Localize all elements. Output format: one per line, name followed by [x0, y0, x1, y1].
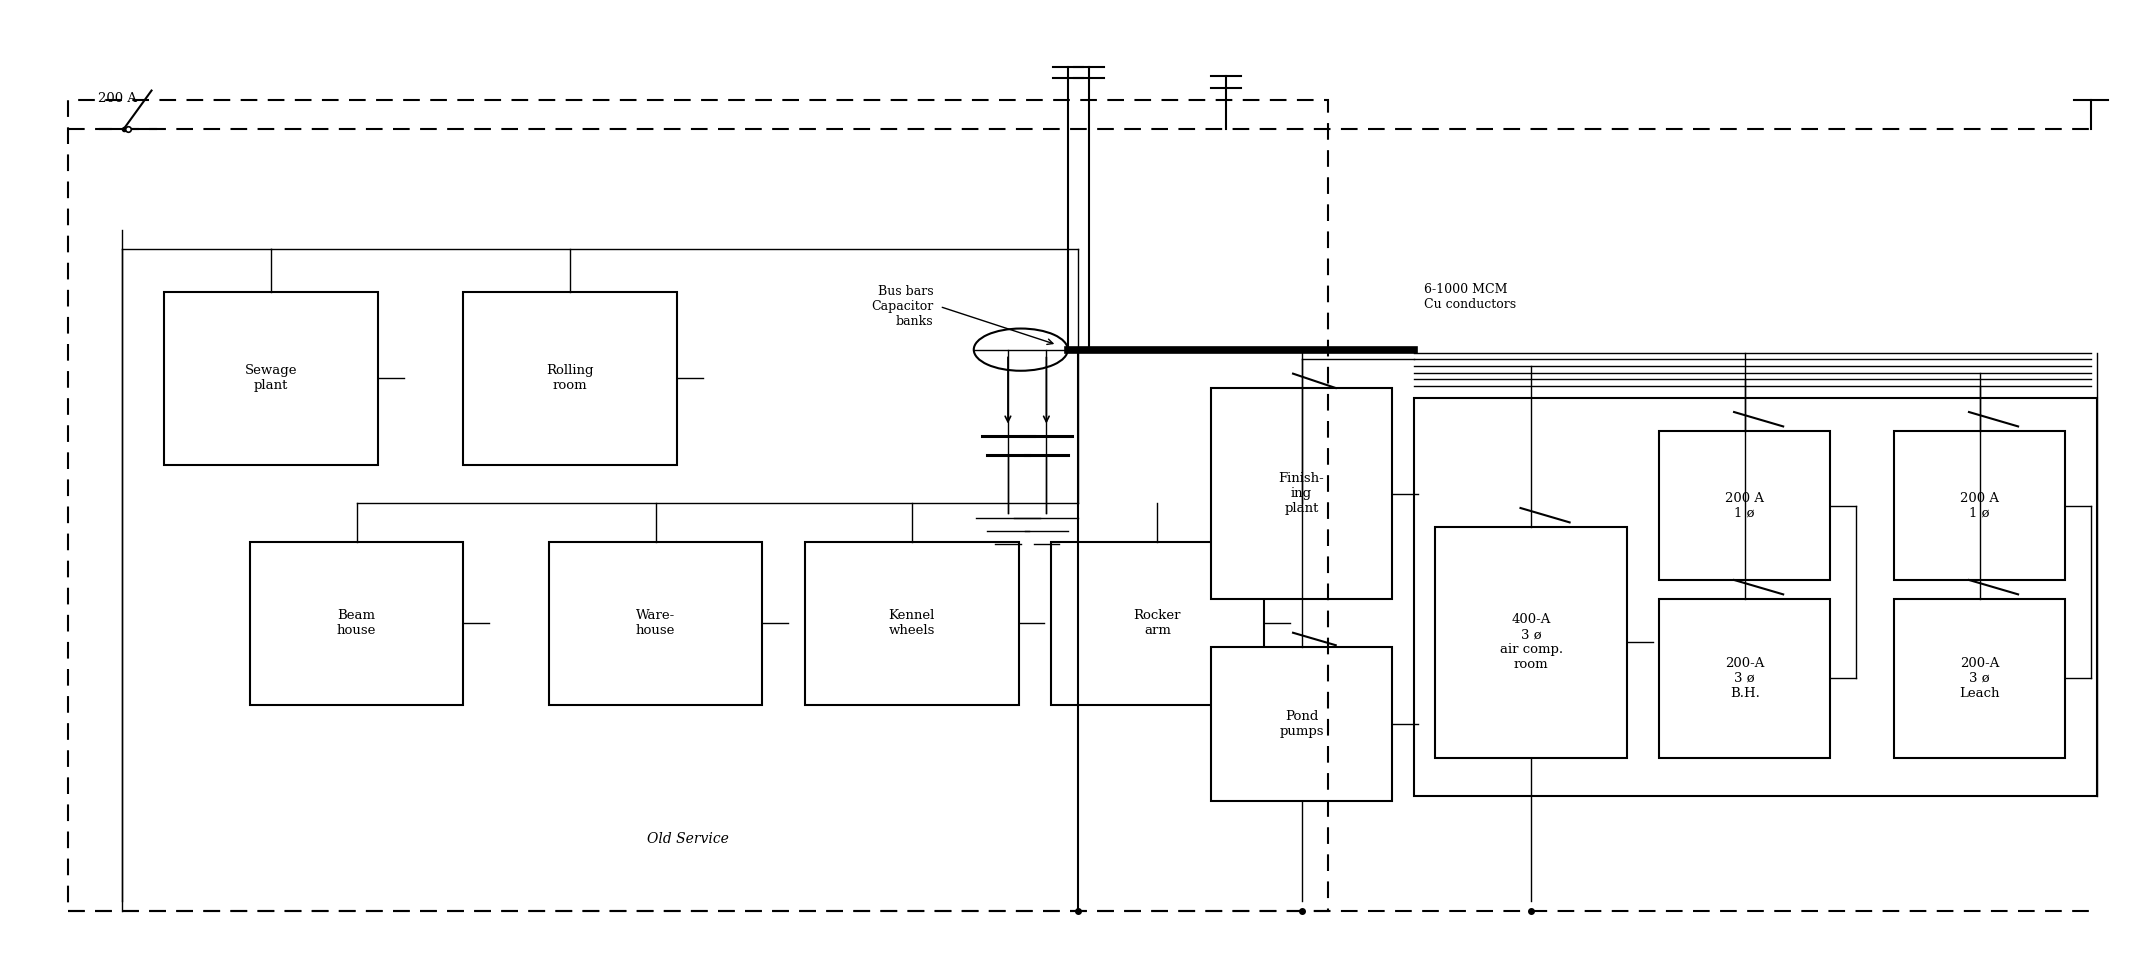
- Bar: [1659, 599, 1831, 758]
- Text: Rolling
room: Rolling room: [547, 364, 594, 392]
- Bar: [165, 292, 377, 465]
- Bar: [1895, 599, 2065, 758]
- Text: 200 A: 200 A: [99, 92, 137, 105]
- Text: Sewage
plant: Sewage plant: [244, 364, 298, 392]
- Bar: [804, 541, 1018, 705]
- Text: 200 A
1 ø: 200 A 1 ø: [1960, 492, 1998, 520]
- Bar: [1051, 541, 1265, 705]
- Bar: [463, 292, 678, 465]
- Text: Kennel
wheels: Kennel wheels: [888, 609, 935, 637]
- Bar: [1413, 398, 2097, 796]
- Bar: [549, 541, 763, 705]
- Text: Old Service: Old Service: [647, 832, 729, 846]
- Bar: [1434, 528, 1627, 758]
- Text: 200-A
3 ø
Leach: 200-A 3 ø Leach: [1960, 657, 2000, 700]
- Bar: [1211, 648, 1391, 801]
- Text: 400-A
3 ø
air comp.
room: 400-A 3 ø air comp. room: [1499, 614, 1563, 672]
- Bar: [69, 100, 1329, 911]
- Text: Ware-
house: Ware- house: [637, 609, 675, 637]
- Bar: [249, 541, 463, 705]
- Bar: [1211, 388, 1391, 599]
- Text: Rocker
arm: Rocker arm: [1134, 609, 1181, 637]
- Text: 200-A
3 ø
B.H.: 200-A 3 ø B.H.: [1726, 657, 1765, 700]
- Text: Pond
pumps: Pond pumps: [1280, 710, 1323, 738]
- Text: 200 A
1 ø: 200 A 1 ø: [1726, 492, 1765, 520]
- Bar: [1659, 431, 1831, 580]
- Bar: [1895, 431, 2065, 580]
- Text: Bus bars
Capacitor
banks: Bus bars Capacitor banks: [870, 285, 933, 328]
- Text: 6-1000 MCM
Cu conductors: 6-1000 MCM Cu conductors: [1424, 284, 1516, 312]
- Text: Finish-
ing
plant: Finish- ing plant: [1278, 472, 1325, 515]
- Text: Beam
house: Beam house: [337, 609, 375, 637]
